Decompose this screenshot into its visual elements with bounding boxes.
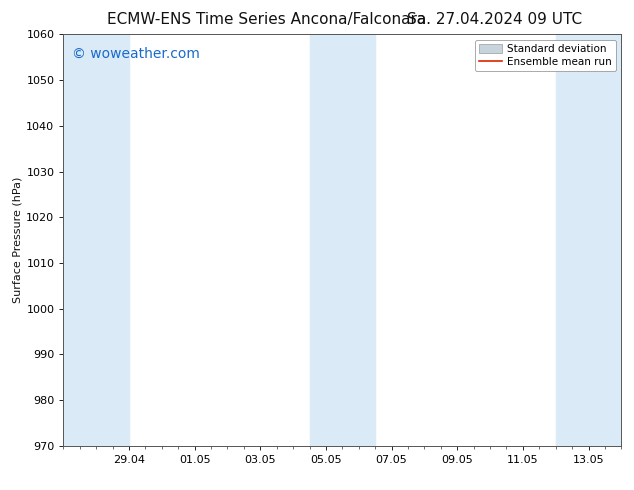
Bar bbox=[555, 34, 621, 446]
Text: Sa. 27.04.2024 09 UTC: Sa. 27.04.2024 09 UTC bbox=[407, 12, 582, 27]
Text: ECMW-ENS Time Series Ancona/Falconara: ECMW-ENS Time Series Ancona/Falconara bbox=[107, 12, 426, 27]
Bar bbox=[63, 34, 129, 446]
Bar bbox=[309, 34, 375, 446]
Y-axis label: Surface Pressure (hPa): Surface Pressure (hPa) bbox=[12, 177, 22, 303]
Legend: Standard deviation, Ensemble mean run: Standard deviation, Ensemble mean run bbox=[475, 40, 616, 72]
Text: © woweather.com: © woweather.com bbox=[72, 47, 200, 61]
